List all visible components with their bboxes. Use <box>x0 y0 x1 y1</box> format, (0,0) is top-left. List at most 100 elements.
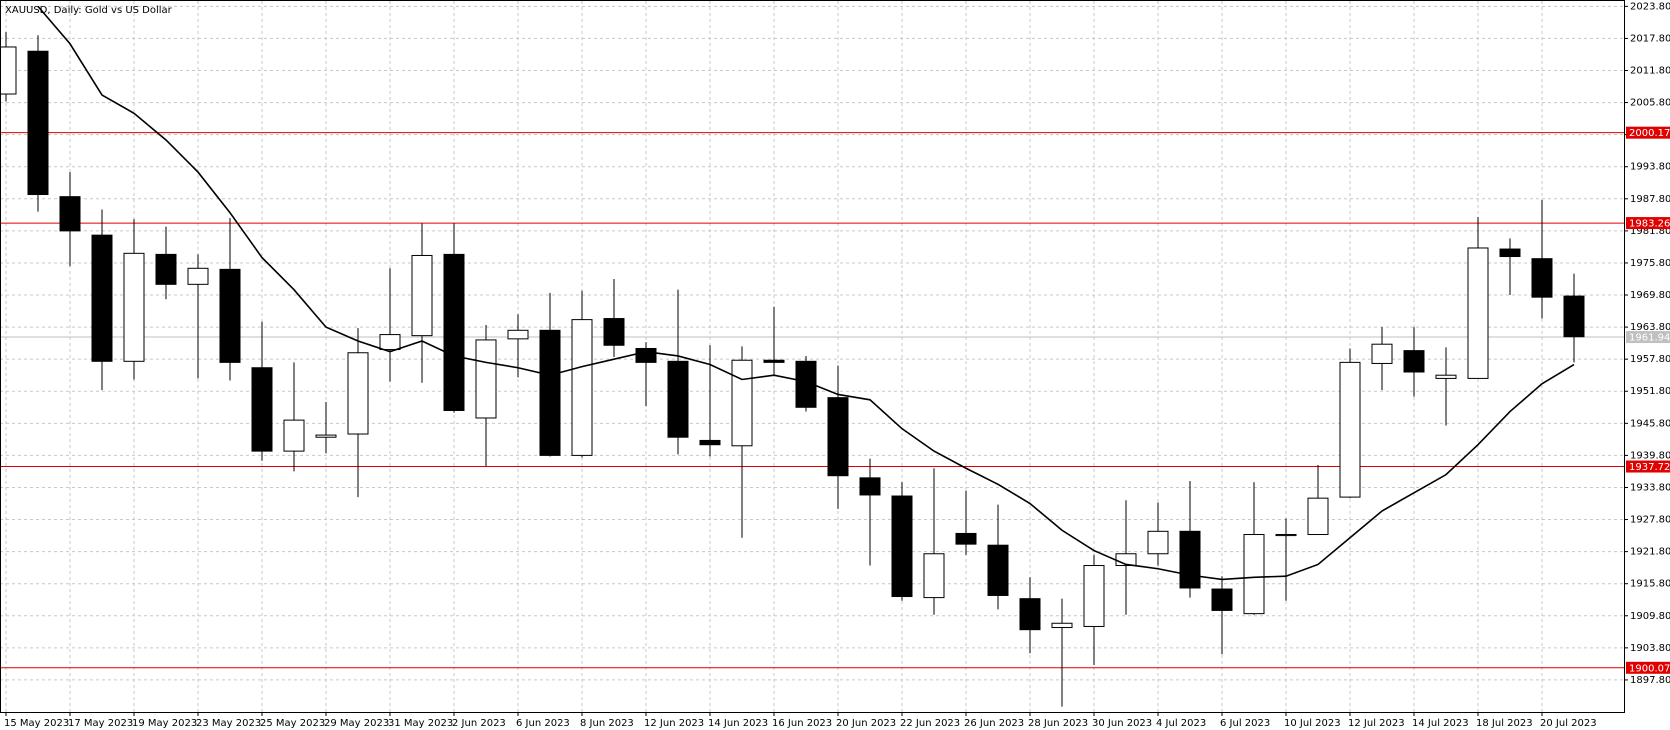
x-tick-label: 29 May 2023 <box>324 718 389 729</box>
candle-body <box>699 439 721 446</box>
candle-body <box>859 477 881 496</box>
x-tick-label: 26 Jun 2023 <box>964 718 1024 729</box>
candle-body <box>59 196 81 232</box>
x-tick-label: 15 May 2023 <box>4 718 69 729</box>
y-tick-label: 1921.80 <box>1630 547 1670 558</box>
x-tick-label: 2 Jun 2023 <box>452 718 506 729</box>
candle-body <box>507 329 529 340</box>
x-tick-label: 30 Jun 2023 <box>1092 718 1152 729</box>
level-tag <box>1626 460 1670 473</box>
level-tag <box>1626 331 1670 344</box>
overlay-line <box>37 5 1575 581</box>
candle-body <box>1307 497 1329 536</box>
y-tick-label: 1957.80 <box>1630 354 1670 365</box>
candle-body <box>1371 343 1393 364</box>
x-tick-label: 20 Jun 2023 <box>836 718 896 729</box>
candle-body <box>1435 374 1457 379</box>
candle-body <box>731 359 753 447</box>
x-tick-label: 28 Jun 2023 <box>1028 718 1088 729</box>
candle-body <box>1147 530 1169 555</box>
level-label: 1937.72 <box>1629 462 1670 473</box>
x-tick-label: 8 Jun 2023 <box>580 718 634 729</box>
candle-body <box>795 360 817 408</box>
candle-body <box>1243 534 1265 615</box>
x-tick-label: 18 Jul 2023 <box>1476 718 1533 729</box>
candle-body <box>571 319 593 456</box>
candle-body <box>219 268 241 363</box>
x-tick-label: 6 Jun 2023 <box>516 718 570 729</box>
candle-body <box>923 553 945 599</box>
y-tick-label: 1993.80 <box>1630 162 1670 173</box>
candle-body <box>411 254 433 337</box>
x-tick-label: 23 May 2023 <box>196 718 261 729</box>
candle-body <box>1179 530 1201 589</box>
y-tick-label: 1933.80 <box>1630 482 1670 493</box>
y-tick-label: 1981.80 <box>1630 226 1670 237</box>
y-tick-label: 1963.80 <box>1630 322 1670 333</box>
candle-body <box>955 532 977 545</box>
candle-body <box>123 252 145 362</box>
candle-body <box>603 318 625 346</box>
x-tick-label: 4 Jul 2023 <box>1156 718 1206 729</box>
candle-body <box>1563 295 1585 338</box>
x-tick-label: 12 Jun 2023 <box>644 718 704 729</box>
candle-body <box>891 495 913 598</box>
candle-body <box>1531 258 1553 298</box>
candle-body <box>379 334 401 351</box>
level-label: 1900.07 <box>1629 663 1670 674</box>
y-tick-label: 1951.80 <box>1630 386 1670 397</box>
y-tick-label: 2005.80 <box>1630 98 1670 109</box>
x-tick-label: 20 Jul 2023 <box>1540 718 1597 729</box>
x-tick-label: 22 Jun 2023 <box>900 718 960 729</box>
candle-body <box>763 359 785 363</box>
candle-body <box>443 253 465 411</box>
x-tick-label: 25 May 2023 <box>260 718 325 729</box>
x-tick-label: 14 Jun 2023 <box>708 718 768 729</box>
y-tick-label: 1903.80 <box>1630 643 1670 654</box>
candle-body <box>1019 598 1041 631</box>
candle-body <box>1339 361 1361 498</box>
level-tag <box>1626 126 1670 139</box>
x-tick-label: 10 Jul 2023 <box>1284 718 1341 729</box>
candle-body <box>187 267 209 285</box>
y-tick-label: 1969.80 <box>1630 290 1670 301</box>
candle-body <box>251 367 273 452</box>
y-tick-label: 1897.80 <box>1630 675 1670 686</box>
candle-body <box>1403 350 1425 373</box>
x-tick-label: 31 May 2023 <box>388 718 453 729</box>
level-label: 1983.26 <box>1629 219 1670 230</box>
y-tick-label: 1927.80 <box>1630 515 1670 526</box>
candle-body <box>539 329 561 456</box>
y-tick-label: 2017.80 <box>1630 33 1670 44</box>
level-tag <box>1626 217 1670 230</box>
candle-body <box>827 397 849 477</box>
y-tick-label: 2011.80 <box>1630 65 1670 76</box>
candle-body <box>1275 534 1297 537</box>
level-tag <box>1626 661 1670 674</box>
candle-body <box>1083 565 1105 627</box>
candle-body <box>475 339 497 419</box>
candle-body <box>987 544 1009 596</box>
candle-body <box>1 46 17 95</box>
candle-body <box>1051 622 1073 629</box>
x-tick-label: 6 Jul 2023 <box>1220 718 1270 729</box>
x-tick-label: 17 May 2023 <box>68 718 133 729</box>
candle-body <box>1211 588 1233 611</box>
x-tick-label: 16 Jun 2023 <box>772 718 832 729</box>
candle-body <box>635 347 657 363</box>
y-tick-label: 2023.80 <box>1630 1 1670 12</box>
candle-body <box>91 234 113 362</box>
candle-body <box>315 434 337 438</box>
plot-area <box>1 5 1624 707</box>
x-tick-label: 12 Jul 2023 <box>1348 718 1405 729</box>
x-tick-label: 14 Jul 2023 <box>1412 718 1469 729</box>
y-tick-label: 1945.80 <box>1630 418 1670 429</box>
y-tick-label: 1909.80 <box>1630 611 1670 622</box>
candle-body <box>347 352 369 435</box>
level-label: 1961.94 <box>1629 333 1670 344</box>
candle-body <box>283 419 305 452</box>
y-tick-label: 1975.80 <box>1630 258 1670 269</box>
candle-body <box>1467 247 1489 379</box>
candle-body <box>27 50 49 196</box>
